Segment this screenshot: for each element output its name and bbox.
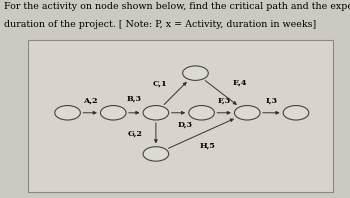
Circle shape <box>283 106 309 120</box>
Circle shape <box>143 147 169 161</box>
Text: E,4: E,4 <box>232 78 247 86</box>
Circle shape <box>189 106 214 120</box>
Text: A,2: A,2 <box>83 97 98 105</box>
Circle shape <box>183 66 208 80</box>
Text: C,1: C,1 <box>153 80 168 88</box>
Circle shape <box>55 106 80 120</box>
Circle shape <box>234 106 260 120</box>
Text: G,2: G,2 <box>127 129 142 137</box>
Text: duration of the project. [ Note: P, x = Activity, duration in weeks]: duration of the project. [ Note: P, x = … <box>4 20 316 29</box>
Circle shape <box>100 106 126 120</box>
Circle shape <box>143 106 169 120</box>
Text: D,3: D,3 <box>177 121 192 129</box>
Text: H,5: H,5 <box>200 142 216 149</box>
Text: F,3: F,3 <box>218 97 231 105</box>
Text: B,3: B,3 <box>127 95 142 103</box>
FancyBboxPatch shape <box>28 40 332 192</box>
Text: For the activity on node shown below, find the critical path and the expected: For the activity on node shown below, fi… <box>4 2 350 11</box>
Text: I,3: I,3 <box>266 97 278 105</box>
